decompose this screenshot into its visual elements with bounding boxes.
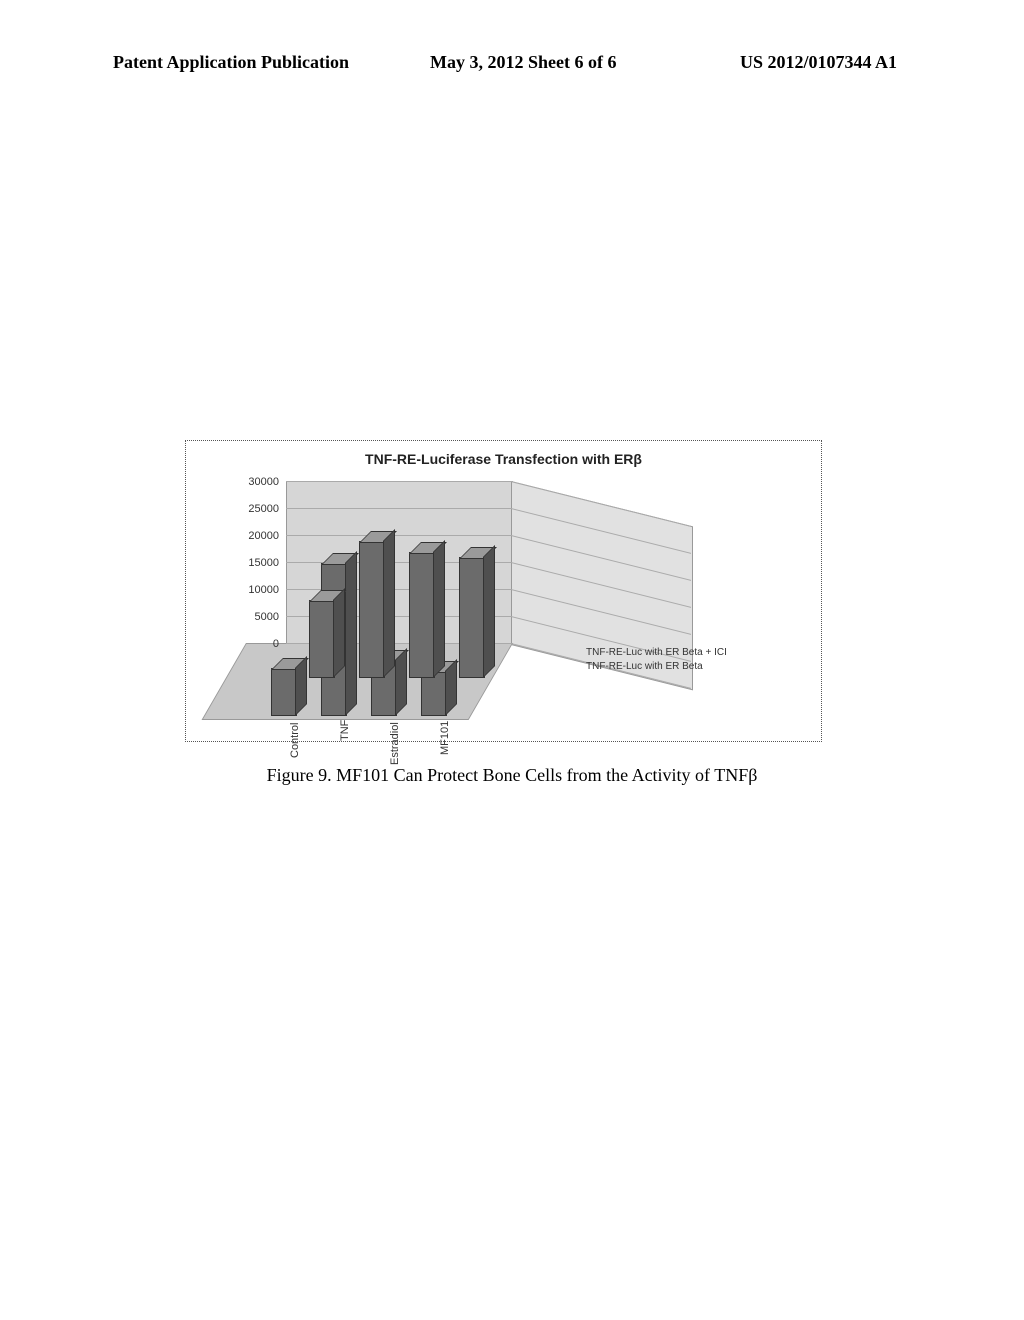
figure-caption: Figure 9. MF101 Can Protect Bone Cells f… <box>0 765 1024 786</box>
chart-plot-area: 30000 25000 20000 15000 10000 5000 0 <box>241 481 801 721</box>
y-tick-label: 30000 <box>231 476 279 503</box>
x-tick-label: MF101 <box>439 721 451 755</box>
header-patent-number: US 2012/0107344 A1 <box>740 52 897 73</box>
header-publication: Patent Application Publication <box>113 52 349 73</box>
chart-container: TNF-RE-Luciferase Transfection with ERβ <box>185 440 822 742</box>
y-tick-label: 5000 <box>231 611 279 638</box>
x-tick-label: Control <box>289 723 301 758</box>
series-legend: TNF-RE-Luc with ER Beta + ICI TNF-RE-Luc… <box>586 646 727 674</box>
page: Patent Application Publication May 3, 20… <box>0 0 1024 1320</box>
x-tick-label: TNF <box>339 720 351 741</box>
y-tick-label: 10000 <box>231 584 279 611</box>
series-label: TNF-RE-Luc with ER Beta + ICI <box>586 646 727 660</box>
y-tick-label: 0 <box>231 638 279 665</box>
y-tick-label: 15000 <box>231 557 279 584</box>
y-axis-labels: 30000 25000 20000 15000 10000 5000 0 <box>231 476 279 665</box>
x-tick-label: Estradiol <box>389 722 401 765</box>
series-label: TNF-RE-Luc with ER Beta <box>586 660 727 674</box>
header-date-sheet: May 3, 2012 Sheet 6 of 6 <box>430 52 616 73</box>
chart-title: TNF-RE-Luciferase Transfection with ERβ <box>186 451 821 467</box>
y-tick-label: 20000 <box>231 530 279 557</box>
y-tick-label: 25000 <box>231 503 279 530</box>
